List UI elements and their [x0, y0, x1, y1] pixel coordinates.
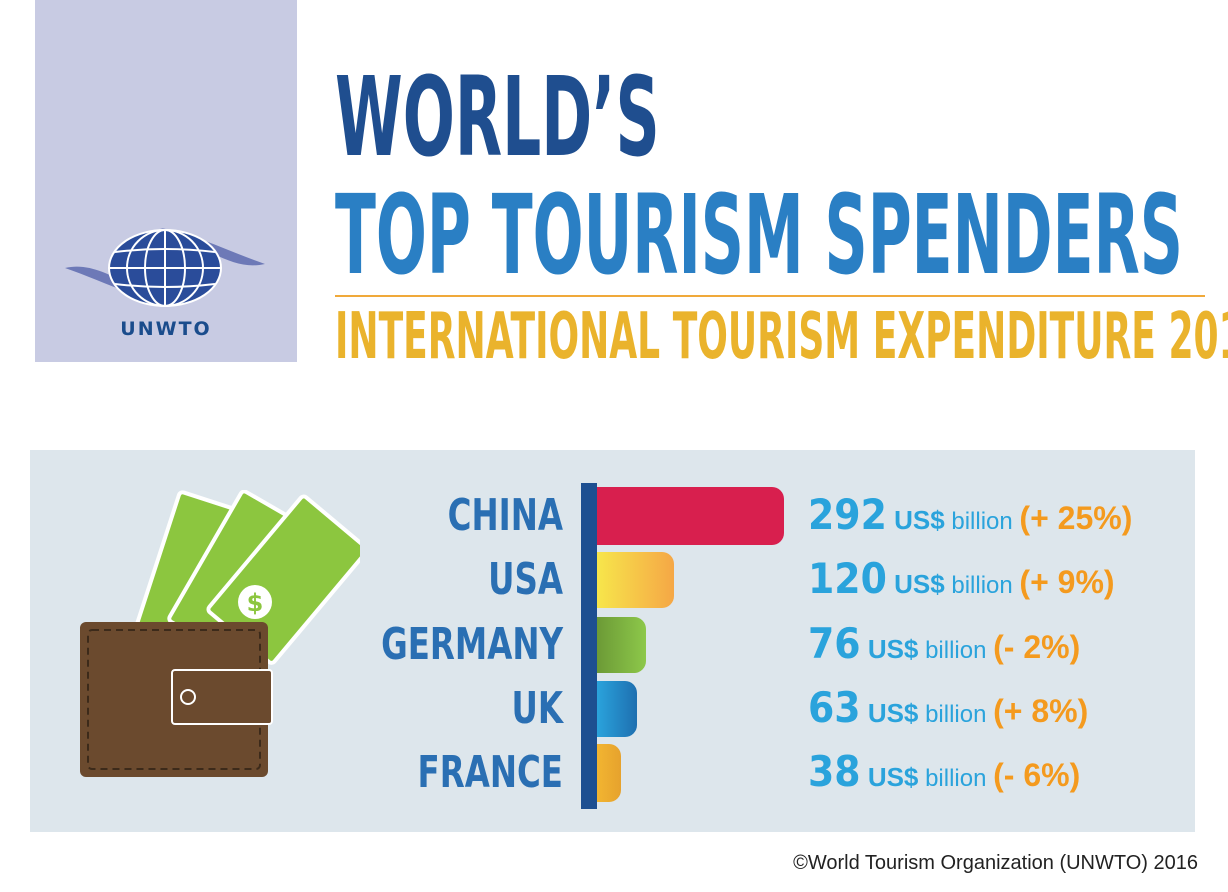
value-unit: billion [918, 765, 994, 792]
value-currency: US$ [886, 505, 945, 535]
value-change: (- 2%) [993, 629, 1081, 665]
title-divider [335, 295, 1205, 297]
value-number: 76 [808, 619, 861, 668]
page-title-line2: TOP TOURISM SPENDERS [335, 171, 1183, 299]
value-change: (+ 25%) [1019, 500, 1133, 536]
value-change: (+ 8%) [993, 693, 1089, 729]
bar-usa [597, 552, 674, 608]
value-unit: billion [918, 637, 994, 664]
value-currency: US$ [886, 569, 945, 599]
page-title-line1: WORLD’S [335, 53, 660, 181]
bar-germany [597, 617, 646, 673]
bar-china [597, 487, 784, 545]
value-currency: US$ [860, 762, 919, 792]
value-number: 292 [808, 490, 887, 539]
chart-axis [581, 483, 597, 809]
copyright-text: ©World Tourism Organization (UNWTO) 2016 [793, 852, 1198, 874]
page-subtitle: INTERNATIONAL TOURISM EXPENDITURE 2015 [335, 300, 1228, 374]
value-currency: US$ [860, 698, 919, 728]
wallet-icon: $ [80, 490, 360, 777]
value-number: 120 [808, 554, 887, 603]
value-change: (- 6%) [993, 757, 1081, 793]
value-label-china: 292 US$ billion (+ 25%) [808, 490, 1132, 539]
bar-label-france: FRANCE [417, 747, 563, 798]
value-unit: billion [918, 701, 994, 728]
value-currency: US$ [860, 634, 919, 664]
value-label-france: 38 US$ billion (- 6%) [808, 747, 1080, 796]
value-number: 38 [808, 747, 861, 796]
logo-text: UNWTO [120, 318, 212, 340]
bar-label-uk: UK [511, 683, 563, 734]
unwto-logo-panel: UNWTO [35, 0, 297, 362]
value-unit: billion [944, 572, 1020, 599]
globe-logo-icon [65, 228, 265, 307]
bar-label-china: CHINA [447, 490, 563, 541]
svg-text:$: $ [247, 589, 264, 617]
bar-label-usa: USA [488, 554, 563, 605]
value-change: (+ 9%) [1019, 564, 1115, 600]
bar-france [597, 744, 622, 802]
value-label-uk: 63 US$ billion (+ 8%) [808, 683, 1088, 732]
value-label-usa: 120 US$ billion (+ 9%) [808, 554, 1115, 603]
value-unit: billion [944, 508, 1020, 535]
value-label-germany: 76 US$ billion (- 2%) [808, 619, 1080, 668]
bar-label-germany: GERMANY [381, 619, 563, 670]
value-number: 63 [808, 683, 861, 732]
bar-uk [597, 681, 638, 737]
